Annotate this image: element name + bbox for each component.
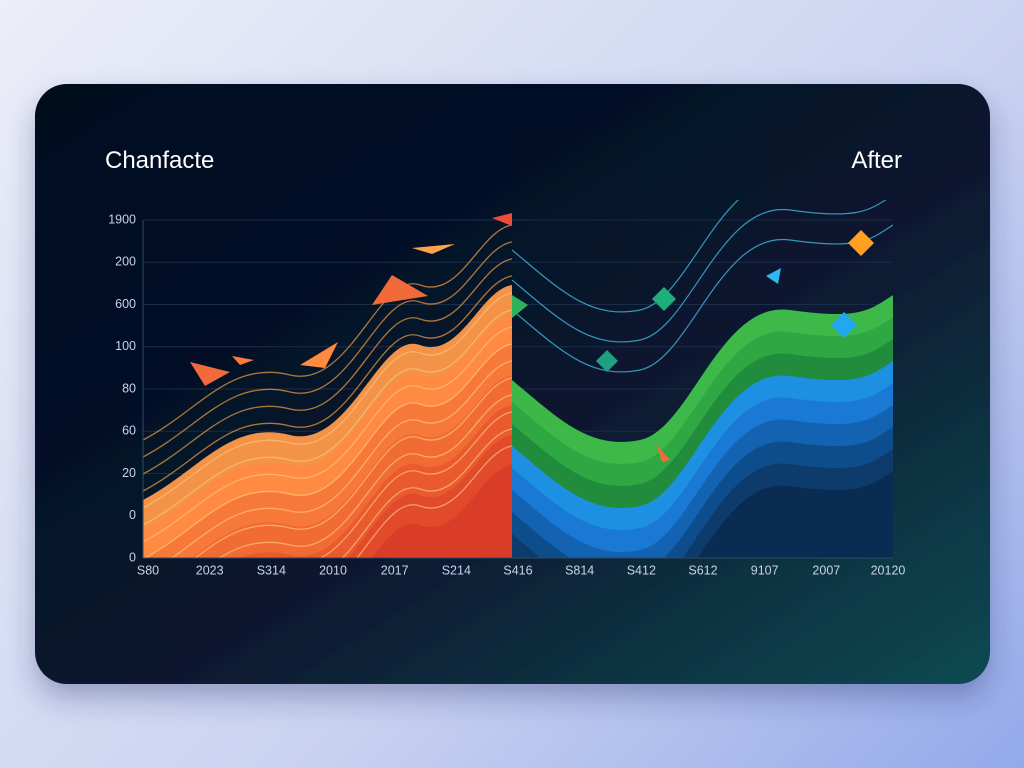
after-waves (512, 200, 893, 558)
diamond (596, 350, 618, 372)
wave-line (143, 343, 512, 558)
diamond (512, 295, 528, 318)
wave-line (143, 241, 512, 458)
shard (492, 213, 512, 226)
wave-line (143, 275, 512, 492)
y-tick-label: 0 (129, 550, 136, 564)
y-tick-label: 200 (115, 255, 136, 269)
x-tick-label: S314 (257, 563, 286, 577)
wave-line (319, 411, 512, 558)
wave-line (143, 326, 512, 543)
title-right: After (851, 147, 902, 174)
x-tick-label: S612 (688, 563, 717, 577)
y-tick-label: 100 (115, 339, 136, 353)
shard (766, 268, 781, 284)
wave-line (143, 309, 512, 526)
y-tick-label: 60 (122, 424, 136, 438)
diamond (831, 312, 857, 338)
wave-layer (512, 471, 893, 558)
wave-line (218, 394, 512, 558)
x-tick-label: S80 (137, 563, 159, 577)
x-tick-label: 2007 (812, 563, 840, 577)
y-tick-label: 1900 (108, 212, 136, 226)
before-waves (143, 224, 512, 558)
diamond (652, 287, 676, 311)
title-left: Chanfacte (105, 147, 214, 174)
decor-shapes (190, 213, 874, 462)
x-tick-label: 20120 (871, 563, 906, 577)
shard (190, 362, 230, 386)
x-tick-label: 2023 (196, 563, 224, 577)
wave-line (194, 377, 512, 558)
shard (372, 275, 428, 305)
y-tick-label: 0 (129, 508, 136, 522)
x-tick-label: 2010 (319, 563, 347, 577)
wave-line (341, 428, 512, 558)
wave-line (143, 224, 512, 441)
shard (656, 444, 670, 462)
x-tick-label: S412 (627, 563, 656, 577)
y-tick-label: 80 (122, 381, 136, 395)
x-tick-label: S214 (442, 563, 471, 577)
wave-line (512, 200, 887, 343)
x-tick-label: 9107 (751, 563, 779, 577)
wave-line (170, 360, 512, 558)
wave-layer (143, 465, 512, 558)
x-tick-label: S416 (503, 563, 532, 577)
shard (412, 244, 455, 254)
y-tick-label: 20 (122, 466, 136, 480)
wave-line (143, 292, 512, 509)
shard (232, 356, 254, 365)
wave-line (356, 445, 512, 558)
shard (300, 342, 338, 368)
wave-line (512, 200, 740, 313)
wave-line (143, 258, 512, 475)
x-tick-label: 2017 (381, 563, 409, 577)
x-tick-label: S814 (565, 563, 594, 577)
diamond (848, 230, 874, 256)
y-tick-label: 600 (115, 297, 136, 311)
